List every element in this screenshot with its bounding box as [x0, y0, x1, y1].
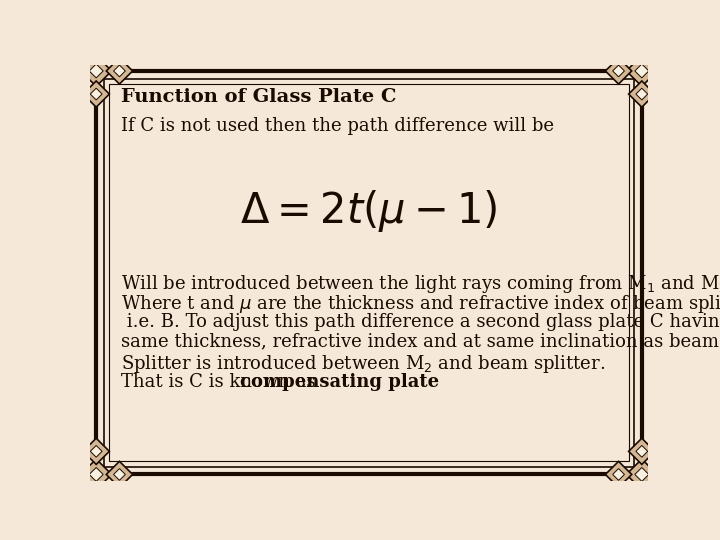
- Polygon shape: [107, 58, 132, 84]
- Polygon shape: [636, 88, 648, 100]
- Polygon shape: [626, 56, 657, 86]
- Polygon shape: [629, 81, 655, 107]
- Text: $\Delta = 2t(\mu - 1)$: $\Delta = 2t(\mu - 1)$: [240, 188, 498, 234]
- Polygon shape: [89, 64, 103, 78]
- Polygon shape: [606, 58, 631, 84]
- Polygon shape: [81, 459, 112, 490]
- Polygon shape: [613, 65, 624, 77]
- Text: .: .: [349, 373, 355, 391]
- Polygon shape: [89, 468, 103, 481]
- Text: Function of Glass Plate C: Function of Glass Plate C: [121, 88, 397, 106]
- Polygon shape: [107, 461, 132, 488]
- Polygon shape: [635, 468, 649, 481]
- Polygon shape: [636, 446, 648, 457]
- Text: compensating plate: compensating plate: [240, 373, 439, 391]
- Text: same thickness, refractive index and at same inclination as beam: same thickness, refractive index and at …: [121, 333, 719, 351]
- Text: If C is not used then the path difference will be: If C is not used then the path differenc…: [121, 117, 554, 135]
- Text: Where t and $\mu$ are the thickness and refractive index of beam splitter: Where t and $\mu$ are the thickness and …: [121, 293, 720, 315]
- Polygon shape: [83, 438, 109, 464]
- Polygon shape: [90, 88, 102, 100]
- Polygon shape: [635, 64, 649, 78]
- Polygon shape: [613, 469, 624, 480]
- Text: That is C is known as: That is C is known as: [121, 373, 321, 391]
- Polygon shape: [626, 459, 657, 490]
- Text: Will be introduced between the light rays coming from M$_1$ and M$_2$.: Will be introduced between the light ray…: [121, 273, 720, 295]
- Text: i.e. B. To adjust this path difference a second glass plate C having: i.e. B. To adjust this path difference a…: [121, 313, 720, 330]
- Polygon shape: [114, 469, 125, 480]
- Text: Splitter is introduced between M$_2$ and beam splitter.: Splitter is introduced between M$_2$ and…: [121, 353, 606, 375]
- Polygon shape: [606, 461, 631, 488]
- Polygon shape: [90, 446, 102, 457]
- Polygon shape: [81, 56, 112, 86]
- Polygon shape: [114, 65, 125, 77]
- Polygon shape: [83, 81, 109, 107]
- Polygon shape: [629, 438, 655, 464]
